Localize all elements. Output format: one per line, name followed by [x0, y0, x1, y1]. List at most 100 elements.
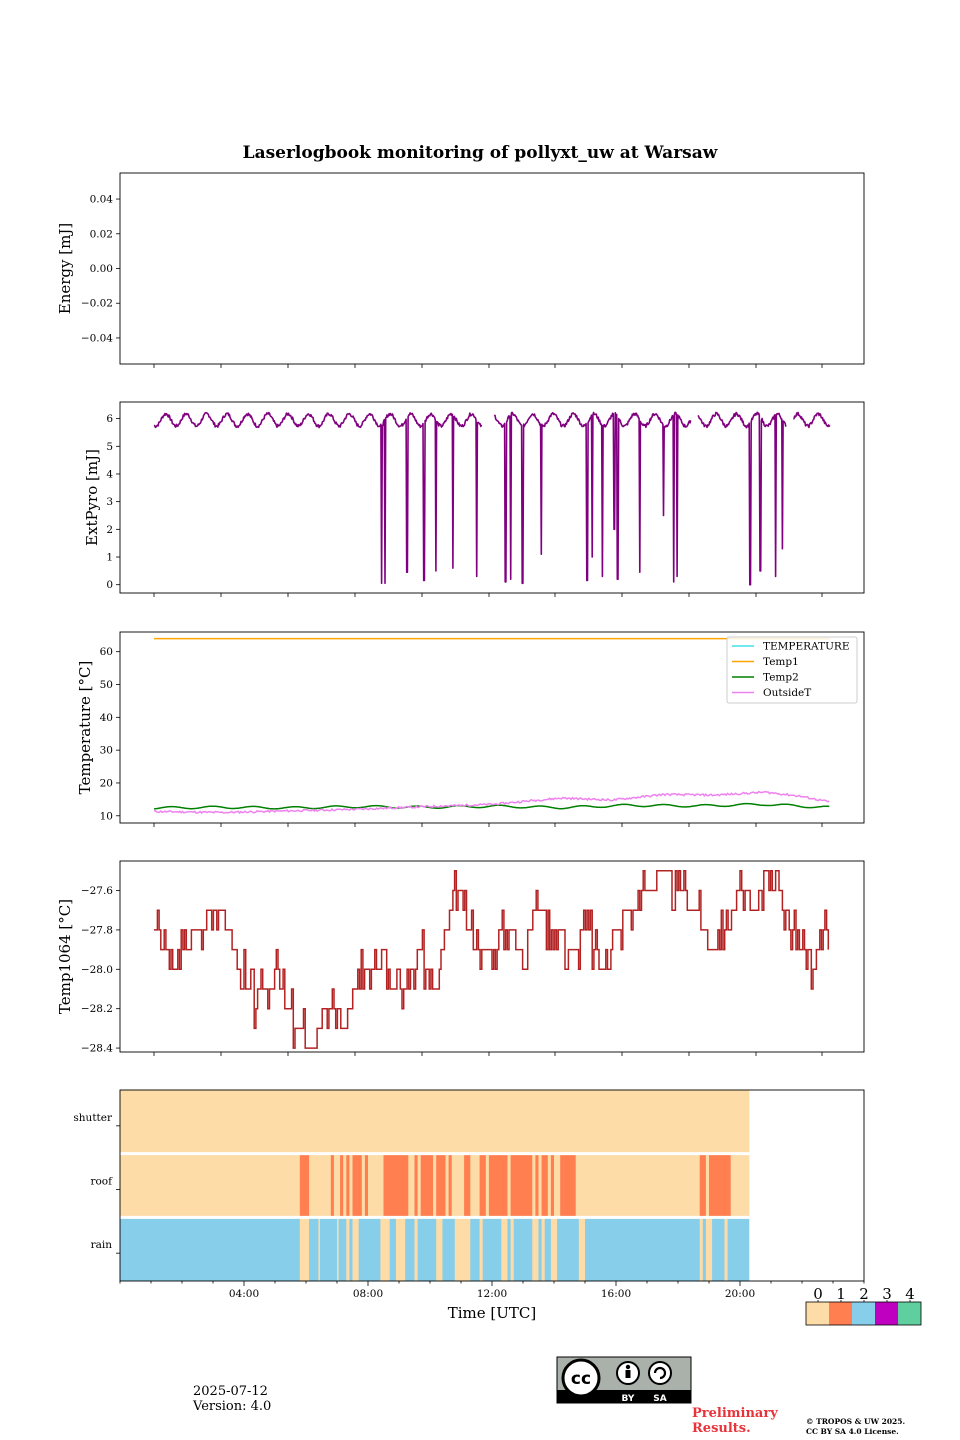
extpyro-panel: 0 1 2 3 4 5 6 ExtPyro [mJ] — [83, 401, 865, 597]
rain-dry-segment — [705, 1217, 713, 1281]
y-axis-label: Temp1064 [°C] — [56, 899, 74, 1014]
roof-open-segment — [464, 1153, 471, 1218]
legend-label-temp2: Temp2 — [763, 672, 799, 684]
y-tick-label: 30 — [100, 745, 113, 757]
temp1064-panel: −28.4 −28.2 −28.0 −27.8 −27.6 Temp1064 [°C] — [56, 860, 865, 1056]
date-label: 2025-07-12 — [193, 1384, 268, 1399]
rain-dry-segment — [352, 1217, 359, 1281]
x-tick-label: 20:00 — [725, 1288, 755, 1300]
row-label-rain: rain — [91, 1239, 113, 1251]
rain-dry-segment — [724, 1217, 728, 1281]
y-tick-label: −0.04 — [81, 332, 113, 344]
cc-text: cc — [571, 1369, 591, 1389]
roof-open-segment — [510, 1153, 533, 1218]
rain-dry-segment — [436, 1217, 443, 1281]
sa-text: SA — [653, 1394, 666, 1404]
y-axis-label: Energy [mJ] — [56, 223, 74, 314]
y-tick-label: 6 — [106, 413, 113, 425]
y-tick-label: −28.0 — [81, 964, 113, 976]
y-axis-label: Temperature [°C] — [76, 661, 94, 795]
legend-label-outsidet: OutsideT — [763, 687, 811, 699]
preliminary-line-2: Results. — [692, 1421, 751, 1436]
colorbar-cell-2 — [852, 1302, 875, 1325]
roof-open-segment — [299, 1153, 310, 1218]
y-tick-label: 3 — [106, 496, 113, 508]
plot-frame — [119, 172, 865, 365]
rain-dry-segment — [380, 1217, 390, 1281]
rain-dry-segment — [532, 1217, 539, 1281]
version-label: Version: 4.0 — [193, 1399, 272, 1414]
roof-open-segment — [550, 1153, 554, 1218]
rain-dry-segment — [510, 1217, 514, 1281]
rain-row-fill — [120, 1217, 750, 1281]
roof-open-segment — [699, 1153, 706, 1218]
x-axis-label: Time [UTC] — [448, 1304, 537, 1322]
y-tick-label: 0.02 — [90, 228, 113, 240]
x-tick-label: 04:00 — [229, 1288, 259, 1300]
roof-open-segment — [535, 1153, 539, 1218]
roof-open-segment — [479, 1153, 486, 1218]
plot-frame — [119, 401, 865, 594]
colorbar-cell-4 — [898, 1302, 921, 1325]
roof-open-segment — [709, 1153, 731, 1218]
copyright-note: © TROPOS & UW 2025. CC BY SA 4.0 License… — [806, 1417, 905, 1437]
share-alike-icon — [648, 1361, 672, 1385]
rain-dry-segment — [454, 1217, 471, 1281]
row-label-shutter: shutter — [73, 1112, 113, 1124]
rain-dry-segment — [501, 1217, 508, 1281]
y-tick-label: 0.04 — [90, 194, 114, 206]
temp1064-series-line — [154, 870, 830, 1049]
roof-open-segment — [383, 1153, 409, 1218]
copyright-line-2: CC BY SA 4.0 License. — [806, 1427, 899, 1436]
roof-open-segment — [488, 1153, 508, 1218]
roof-open-segment — [330, 1153, 334, 1218]
row-label-roof: roof — [90, 1176, 113, 1188]
preliminary-note: Preliminary Results. — [692, 1406, 778, 1436]
x-tick-label: 16:00 — [601, 1288, 631, 1300]
roof-open-segment — [448, 1153, 452, 1218]
colorbar-tick-label: 2 — [859, 1285, 869, 1303]
y-tick-label: 2 — [106, 524, 113, 536]
y-tick-label: 40 — [100, 712, 113, 724]
colorbar-tick-label: 1 — [836, 1285, 846, 1303]
roof-open-segment — [541, 1153, 548, 1218]
rain-dry-segment — [395, 1217, 406, 1281]
y-tick-label: −28.2 — [81, 1003, 113, 1015]
rain-dry-segment — [414, 1217, 418, 1281]
rain-dry-segment — [318, 1217, 320, 1281]
rain-dry-segment — [479, 1217, 483, 1281]
colorbar-frame — [805, 1301, 922, 1326]
rain-dry-segment — [299, 1217, 310, 1281]
y-axis-label: ExtPyro [mJ] — [83, 449, 101, 546]
rain-dry-segment — [578, 1217, 585, 1281]
y-tick-label: 20 — [100, 777, 113, 789]
y-tick-label: −27.6 — [81, 885, 113, 897]
y-tick-label: 4 — [106, 468, 113, 480]
rain-dry-segment — [550, 1217, 558, 1281]
colorbar-cell-3 — [875, 1302, 898, 1325]
colorbar-tick-label: 4 — [905, 1285, 915, 1303]
y-tick-label: 0.00 — [90, 263, 113, 275]
colorbar-cell-1 — [829, 1302, 852, 1325]
extpyro-series-line — [153, 411, 831, 586]
y-tick-label: 0 — [106, 579, 113, 591]
rain-dry-segment — [346, 1217, 350, 1281]
y-tick-label: 60 — [100, 646, 113, 658]
status-heatmap-panel: shutter roof rain 04:00 08:00 12:00 16:00 20:00… — [73, 1089, 865, 1322]
temperature-panel: 10 20 30 40 50 60 Temperature [°C] TEMPERATURE T… — [76, 631, 865, 827]
cc-license-logo: cc BY SA — [556, 1356, 692, 1404]
date-version-block: 2025-07-12 Version: 4.0 — [193, 1384, 271, 1414]
figure-title: Laserlogbook monitoring of pollyxt_uw at… — [243, 143, 718, 163]
roof-open-segment — [352, 1153, 362, 1218]
y-tick-label: 50 — [100, 679, 113, 691]
y-tick-label: 5 — [106, 441, 113, 453]
y-tick-label: −28.4 — [81, 1043, 113, 1055]
energy-panel: −0.04 −0.02 0.00 0.02 0.04 Energy [mJ] — [56, 172, 865, 368]
x-tick-label: 12:00 — [477, 1288, 507, 1300]
shutter-row-fill — [120, 1090, 750, 1154]
roof-open-segment — [560, 1153, 576, 1218]
by-text: BY — [622, 1394, 635, 1404]
roof-open-segment — [364, 1153, 368, 1218]
x-tick-label: 08:00 — [353, 1288, 383, 1300]
